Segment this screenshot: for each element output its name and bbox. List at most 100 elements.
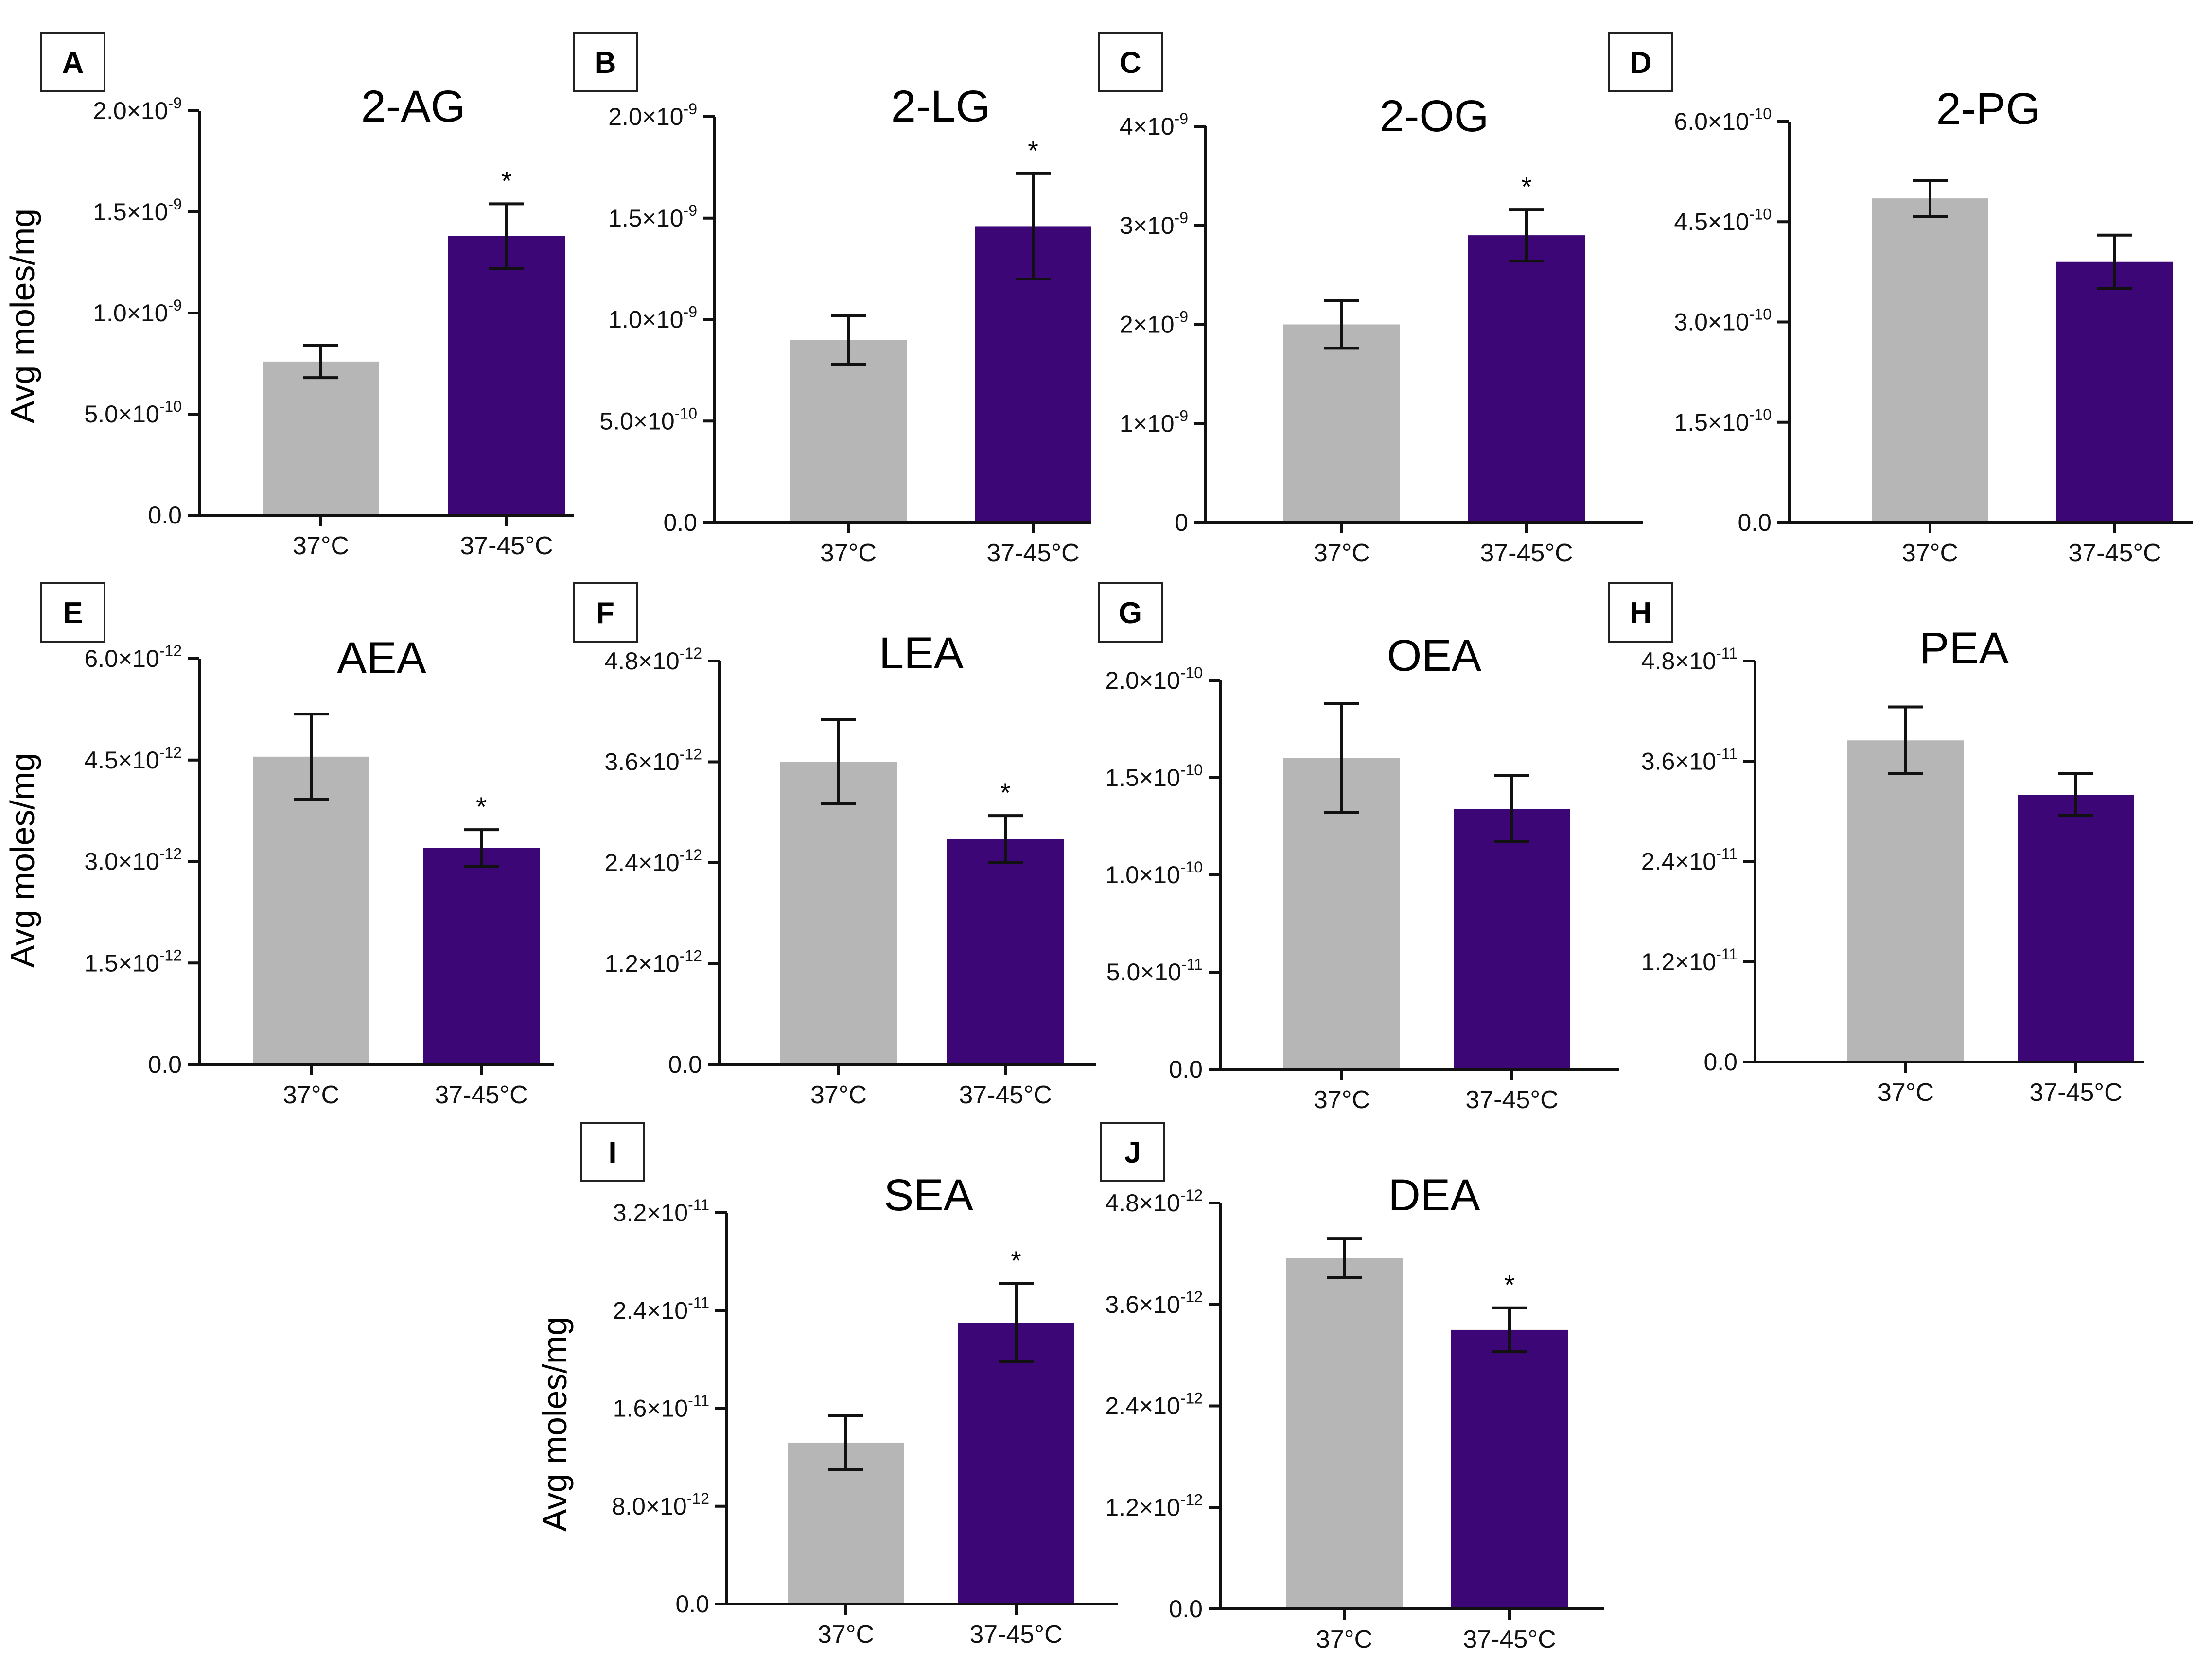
bar-control [1847, 740, 1964, 1062]
y-tick-label: 0.0 [1169, 1056, 1203, 1083]
y-tick-label: 0.0 [148, 502, 182, 529]
y-tick-label: 3.0×10-12 [84, 845, 182, 875]
y-tick-label: 5.0×10-11 [1106, 956, 1203, 986]
y-tick-label: 4.8×10-12 [1105, 1186, 1203, 1217]
significance-mark: * [501, 165, 512, 196]
panel-label-box [1098, 582, 1163, 643]
chart-panel-f: F LEA 0.0 1.2×10-12 2.4×10-12 3.6×10-12 4.8×10… [573, 582, 1096, 1109]
bar-control [1286, 1258, 1403, 1609]
x-tick-label: 37°C [820, 539, 877, 567]
chart-title: 2-PG [1936, 84, 2041, 134]
panel-label: F [596, 596, 614, 630]
x-tick-label: 37-45°C [1463, 1625, 1556, 1654]
y-tick-label: 4.8×10-12 [604, 645, 702, 675]
y-tick-label: 5.0×10-10 [84, 398, 182, 428]
y-tick-label: 2.4×10-11 [1641, 845, 1738, 875]
x-tick-label: 37-45°C [435, 1081, 527, 1109]
y-tick-label: 4.8×10-11 [1641, 645, 1738, 675]
chart-panel-e: E AEA Avg moles/mg 0.0 1.5×10-12 3.0×10-12 4.5… [3, 582, 554, 1109]
y-tick-label: 0.0 [1169, 1595, 1203, 1622]
bar-control [790, 340, 907, 523]
chart-panel-d: D 2-PG 0.0 1.5×10-10 3.0×10-10 4.5×10-10 6.0×1… [1608, 32, 2193, 567]
y-tick-label: 3.0×10-10 [1674, 306, 1772, 336]
y-tick-label: 2.4×10-12 [1105, 1390, 1203, 1420]
x-tick-label: 37-45°C [986, 539, 1079, 567]
bar-treated [958, 1323, 1074, 1604]
y-tick-label: 1.5×10-10 [1674, 406, 1772, 436]
y-tick-label: 1.5×10-9 [93, 195, 182, 226]
chart-title: LEA [879, 628, 964, 678]
panel-label: I [608, 1136, 616, 1169]
panel-label: J [1124, 1136, 1141, 1169]
y-tick-label: 3.6×10-12 [604, 746, 702, 776]
y-tick-label: 1.2×10-11 [1641, 945, 1738, 976]
y-tick-label: 1.2×10-12 [1105, 1491, 1203, 1521]
bar-treated [1451, 1329, 1568, 1609]
chart-title: DEA [1388, 1170, 1480, 1220]
y-tick-label: 4.5×10-10 [1674, 205, 1772, 235]
bar-control [253, 756, 369, 1064]
bar-treated [2056, 261, 2173, 523]
significance-mark: * [1521, 171, 1532, 202]
panel-label-box [1608, 582, 1673, 643]
significance-mark: * [1504, 1270, 1515, 1300]
y-tick-label: 2.4×10-12 [604, 846, 702, 876]
y-tick-label: 1.0×10-9 [93, 296, 182, 327]
chart-title: 2-OG [1380, 91, 1489, 141]
y-tick-label: 1.0×10-9 [608, 303, 697, 333]
bar-treated [1454, 809, 1570, 1069]
y-tick-label: 5.0×10-10 [599, 404, 697, 435]
x-tick-label: 37°C [1316, 1625, 1372, 1654]
chart-panel-g: G OEA 0.0 5.0×10-11 1.0×10-10 1.5×10-10 2.0×10… [1098, 582, 1619, 1114]
chart-title: 2-AG [361, 82, 466, 131]
panel-label-box [1100, 1122, 1165, 1182]
x-tick-label: 37-45°C [969, 1621, 1062, 1649]
x-tick-label: 37°C [818, 1621, 874, 1649]
y-tick-label: 1.5×10-10 [1105, 761, 1203, 791]
bar-control [1872, 198, 1988, 523]
y-tick-label: 0.0 [1738, 509, 1772, 536]
chart-panel-j: J DEA 0.0 1.2×10-12 2.4×10-12 3.6×10-12 4.8×10… [1100, 1122, 1604, 1654]
y-tick-label: 2×10-9 [1120, 308, 1188, 338]
y-tick-label: 0.0 [663, 509, 697, 536]
x-tick-label: 37°C [1314, 539, 1370, 567]
chart-panel-c: C 2-OG 0 1×10-9 2×10-9 3×10-9 4×10-9 37°C 37-45°… [1098, 32, 1643, 567]
y-tick-label: 4.5×10-12 [84, 744, 182, 774]
panel-label-box [40, 582, 105, 643]
panel-label: G [1119, 596, 1142, 630]
bar-treated [947, 839, 1064, 1064]
x-tick-label: 37°C [810, 1081, 867, 1109]
chart-title: OEA [1387, 631, 1482, 680]
bar-control [1283, 324, 1400, 523]
y-tick-label: 0 [1175, 509, 1188, 536]
y-axis-label: Avg moles/mg [3, 753, 41, 968]
panel-label-box [1098, 32, 1163, 92]
y-tick-label: 6.0×10-12 [84, 642, 182, 672]
x-tick-label: 37-45°C [460, 532, 553, 560]
x-tick-label: 37°C [283, 1081, 339, 1109]
x-tick-label: 37°C [1878, 1079, 1934, 1107]
chart-title: 2-LG [891, 82, 991, 131]
y-tick-label: 1.5×10-12 [84, 946, 182, 976]
y-tick-label: 0.0 [148, 1051, 182, 1078]
y-tick-label: 6.0×10-10 [1674, 105, 1772, 135]
y-tick-label: 2.0×10-10 [1105, 664, 1203, 694]
panel-label: C [1120, 46, 1141, 80]
x-tick-label: 37°C [1314, 1086, 1370, 1114]
chart-panel-i: I SEA Avg moles/mg 0.0 8.0×10-12 1.6×10-11 2.4… [536, 1122, 1118, 1649]
y-tick-label: 1.6×10-11 [613, 1392, 709, 1422]
significance-mark: * [476, 791, 487, 822]
x-tick-label: 37°C [1902, 539, 1958, 567]
panel-label: E [63, 596, 83, 630]
chart-title: AEA [337, 633, 427, 683]
y-axis-label: Avg moles/mg [536, 1317, 574, 1532]
bar-treated [2018, 795, 2134, 1062]
chart-panel-a: A 2-AG Avg moles/mg 0.0 5.0×10-10 1.0×10-9 1.5… [3, 32, 574, 560]
x-tick-label: 37°C [293, 532, 349, 560]
x-tick-label: 37-45°C [2029, 1079, 2122, 1107]
panel-label-box [573, 32, 638, 92]
y-tick-label: 0.0 [668, 1051, 702, 1078]
panel-label-box [580, 1122, 645, 1182]
bar-treated [448, 236, 565, 515]
panel-label: B [595, 46, 616, 80]
